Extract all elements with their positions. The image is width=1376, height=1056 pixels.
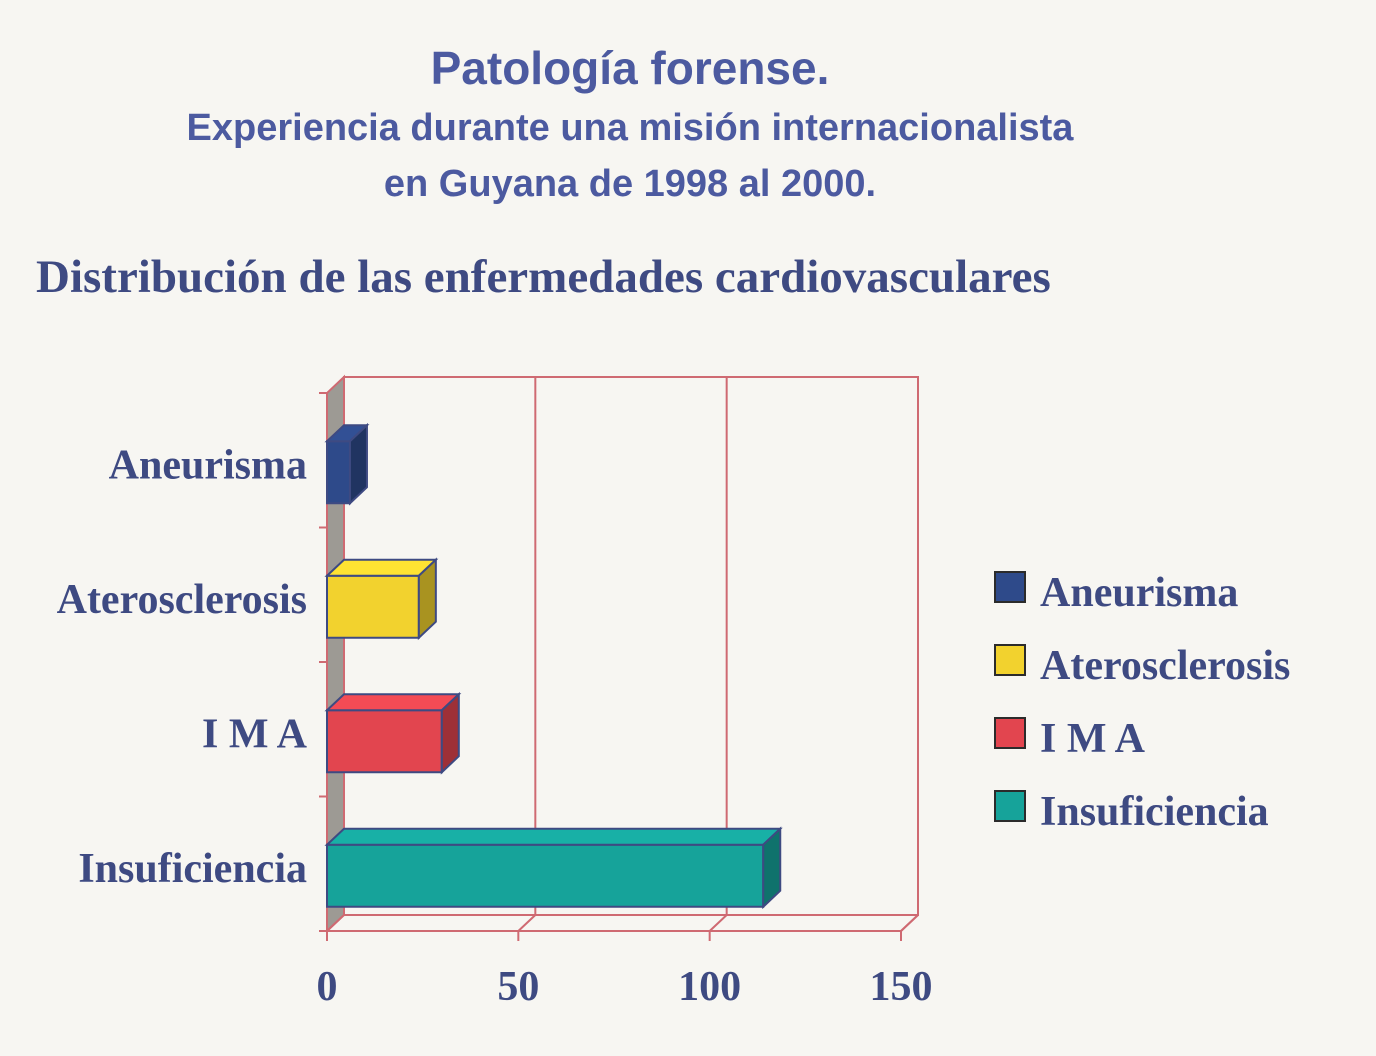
legend: Aneurisma Aterosclerosis I M A Insuficienci… xyxy=(994,570,1290,835)
bar-side xyxy=(440,691,460,775)
title-block: Patología forense. Experiencia durante u… xyxy=(0,36,1260,212)
legend-label: I M A xyxy=(1040,716,1146,762)
category-label: Aneurisma xyxy=(109,442,307,488)
page-title: Patología forense. xyxy=(430,42,830,94)
floor-gridline xyxy=(900,914,919,932)
legend-swatch xyxy=(994,644,1026,676)
bar-aneurisma xyxy=(324,422,370,506)
floor-gridline xyxy=(517,914,537,932)
chart-heading: Distribución de las enfermedades cardiov… xyxy=(36,251,1051,303)
x-tick-label: 50 xyxy=(497,964,539,1010)
legend-label: Insuficiencia xyxy=(1040,789,1269,835)
bar-insuficiencia xyxy=(324,826,783,910)
category-label: I M A xyxy=(202,711,308,757)
x-axis-ticks: 0 50 100 150 xyxy=(317,931,933,1010)
bar-ima xyxy=(324,691,462,775)
bar-front xyxy=(326,440,351,505)
bar-side xyxy=(417,557,437,641)
legend-label: Aterosclerosis xyxy=(1040,643,1290,689)
bar-top xyxy=(324,693,462,712)
plot-back-wall xyxy=(343,376,919,916)
legend-swatch xyxy=(994,790,1026,822)
floor-gridline xyxy=(326,914,345,932)
bar-front xyxy=(326,574,420,639)
bar-top xyxy=(324,827,783,846)
bar-front xyxy=(326,843,765,908)
bar-side xyxy=(348,422,368,506)
floor-gridline xyxy=(708,914,728,932)
category-label: Insuficiencia xyxy=(78,846,307,892)
bars xyxy=(324,422,783,910)
x-tick-label: 0 xyxy=(317,964,338,1010)
bar-aterosclerosis xyxy=(324,557,439,641)
category-label: Aterosclerosis xyxy=(57,577,307,623)
legend-label: Aneurisma xyxy=(1040,570,1238,616)
plot-area xyxy=(319,374,919,934)
bar-top xyxy=(324,558,439,577)
x-tick-label: 150 xyxy=(870,964,933,1010)
legend-swatch xyxy=(994,717,1026,749)
category-labels: Aneurisma Aterosclerosis I M A Insuficienci… xyxy=(57,442,308,892)
legend-swatch xyxy=(994,571,1026,603)
bar-front xyxy=(326,709,443,774)
bar-side xyxy=(762,826,782,910)
subtitle-line-1: Experiencia durante una misión internaci… xyxy=(186,107,1074,149)
x-tick-label: 100 xyxy=(678,964,741,1010)
subtitle-line-2: en Guyana de 1998 al 2000. xyxy=(383,163,877,205)
